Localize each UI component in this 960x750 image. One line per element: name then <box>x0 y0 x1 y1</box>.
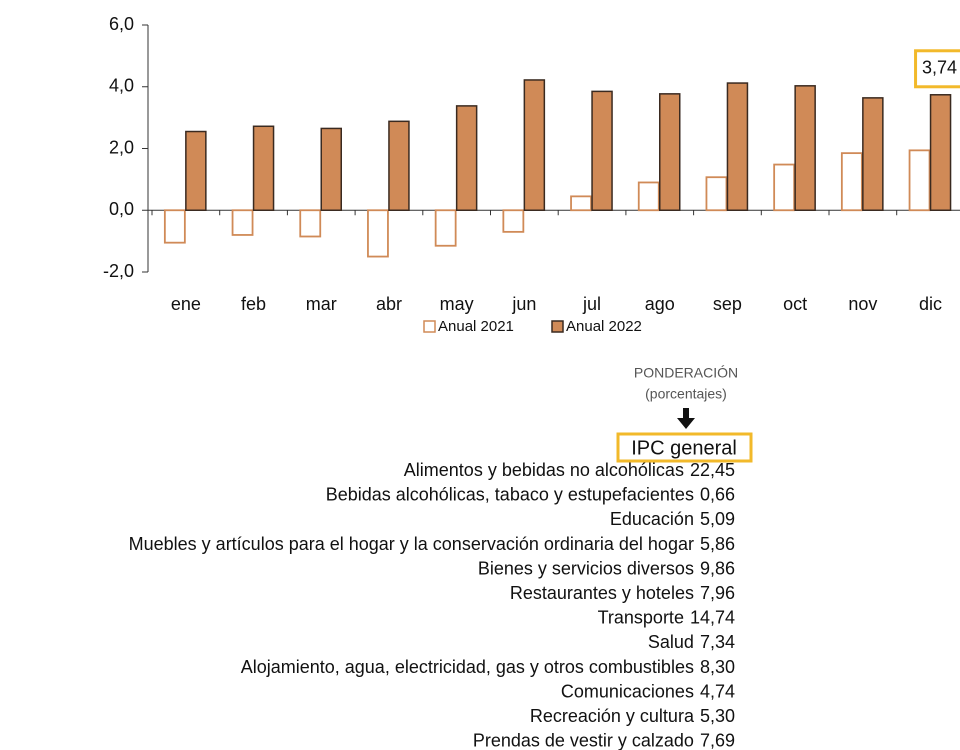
legend-label: Anual 2021 <box>438 318 514 335</box>
row: Restaurantes y hoteles 7,96 <box>510 583 735 603</box>
row-value: 9,86 <box>700 558 735 578</box>
bar <box>231 209 254 236</box>
row-label: Recreación y cultura <box>530 706 695 726</box>
bar <box>185 130 207 211</box>
y-tick-label: 0,0 <box>109 199 134 219</box>
pond-subtitle: (porcentajes) <box>645 386 727 402</box>
x-tick-label: oct <box>783 294 807 314</box>
row-value: 7,34 <box>700 632 735 652</box>
x-tick-label: sep <box>713 294 742 314</box>
bar <box>455 105 478 211</box>
x-tick-label: ago <box>645 294 675 314</box>
row: Bebidas alcohólicas, tabaco y estupefaci… <box>326 484 735 504</box>
bar <box>591 90 613 211</box>
row: Transporte 14,74 <box>598 607 735 627</box>
y-tick-label: 4,0 <box>109 76 134 96</box>
bar <box>840 152 863 212</box>
row-value: 14,74 <box>690 607 735 627</box>
bar <box>388 120 410 211</box>
x-tick-label: may <box>440 294 474 314</box>
arrow <box>677 408 695 429</box>
x-tick-label: feb <box>241 294 266 314</box>
bar <box>252 125 275 211</box>
bar <box>862 97 884 211</box>
bar <box>163 209 186 244</box>
row: Alimentos y bebidas no alcohólicas 22,45 <box>404 460 735 480</box>
legend-label: Anual 2022 <box>566 318 642 335</box>
bar <box>320 127 342 211</box>
pond-title: PONDERACIÓN <box>634 365 738 381</box>
row-value: 5,09 <box>700 509 735 529</box>
row-value: 22,45 <box>690 460 735 480</box>
bar <box>794 85 816 211</box>
x-tick-label: mar <box>306 294 337 314</box>
row-value: 5,86 <box>700 534 735 554</box>
row: Salud 7,34 <box>648 632 735 652</box>
row: Muebles y artículos para el hogar y la c… <box>129 534 735 554</box>
row-label: Bebidas alcohólicas, tabaco y estupefaci… <box>326 484 694 504</box>
row-label: Bienes y servicios diversos <box>478 558 694 578</box>
row-label: Educación <box>610 509 694 529</box>
row: Alojamiento, agua, electricidad, gas y o… <box>241 657 735 677</box>
x-tick-label: jul <box>582 294 601 314</box>
bar <box>367 209 389 258</box>
x-tick-label: nov <box>848 294 877 314</box>
legend-swatch <box>551 320 564 333</box>
row-label: Alojamiento, agua, electricidad, gas y o… <box>241 657 694 677</box>
row-value: 8,30 <box>700 657 735 677</box>
bar <box>570 195 592 212</box>
x-tick-label: ene <box>171 294 201 314</box>
y-tick-label: -2,0 <box>103 261 134 281</box>
row-label: Prendas de vestir y calzado <box>473 730 694 750</box>
row-value: 0,66 <box>700 484 735 504</box>
row: Educación 5,09 <box>610 509 735 529</box>
row-value: 5,30 <box>700 706 735 726</box>
label-box <box>914 49 960 89</box>
row: Recreación y cultura 5,30 <box>530 706 735 726</box>
bar <box>299 209 322 238</box>
bar <box>726 82 749 211</box>
row-value: 4,74 <box>700 681 735 701</box>
bar <box>502 209 525 233</box>
pond-header: IPC general <box>631 437 737 459</box>
bar <box>908 149 931 212</box>
data-label: 3,74 <box>922 58 957 78</box>
row-label: Muebles y artículos para el hogar y la c… <box>129 534 694 554</box>
x-tick-label: dic <box>919 294 942 314</box>
row-label: Transporte <box>598 607 684 627</box>
y-tick-label: 2,0 <box>109 137 134 157</box>
row-label: Alimentos y bebidas no alcohólicas <box>404 460 684 480</box>
x-tick-label: abr <box>376 294 402 314</box>
bar <box>773 163 796 212</box>
bar <box>705 176 728 212</box>
bar <box>659 93 681 211</box>
x-tick-label: jun <box>511 294 536 314</box>
bar <box>929 94 952 211</box>
row: Bienes y servicios diversos 9,86 <box>478 558 735 578</box>
row-label: Restaurantes y hoteles <box>510 583 694 603</box>
header-box <box>616 432 753 463</box>
legend-swatch <box>423 320 436 333</box>
bar <box>637 181 660 212</box>
row-value: 7,69 <box>700 730 735 750</box>
y-tick-label: 6,0 <box>109 14 134 34</box>
row-value: 7,96 <box>700 583 735 603</box>
row-label: Comunicaciones <box>561 681 694 701</box>
row: Comunicaciones 4,74 <box>561 681 735 701</box>
bar <box>523 79 546 211</box>
bar <box>434 209 457 247</box>
row-label: Salud <box>648 632 694 652</box>
row: Prendas de vestir y calzado 7,69 <box>473 730 735 750</box>
